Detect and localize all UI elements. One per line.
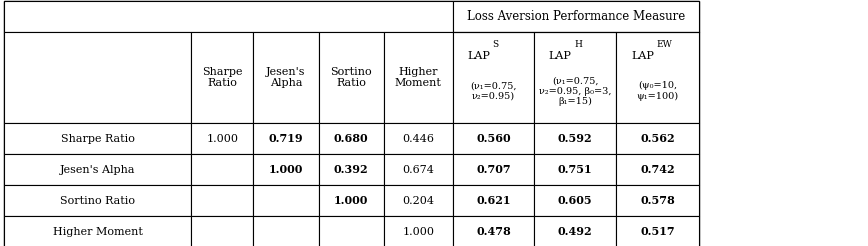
Bar bbox=[453, 216, 534, 246]
Text: 1.000: 1.000 bbox=[269, 164, 303, 175]
Bar bbox=[319, 185, 384, 216]
Bar bbox=[191, 123, 253, 154]
Text: Jesen's Alpha: Jesen's Alpha bbox=[60, 165, 135, 175]
Bar bbox=[191, 32, 253, 123]
Text: 0.446: 0.446 bbox=[403, 134, 434, 144]
Bar bbox=[384, 123, 453, 154]
Bar bbox=[253, 216, 319, 246]
Text: 0.517: 0.517 bbox=[641, 226, 674, 237]
Text: (ν₁=0.75,
ν₂=0.95, β₀=3,
β₁=15): (ν₁=0.75, ν₂=0.95, β₀=3, β₁=15) bbox=[539, 76, 611, 106]
Bar bbox=[4, 32, 191, 123]
Bar bbox=[319, 32, 384, 123]
Text: Sortino Ratio: Sortino Ratio bbox=[60, 196, 135, 206]
Bar bbox=[253, 123, 319, 154]
Text: LAP: LAP bbox=[631, 51, 654, 61]
Bar bbox=[4, 185, 191, 216]
Bar bbox=[4, 1, 699, 246]
Text: LAP: LAP bbox=[549, 51, 571, 61]
Bar bbox=[453, 185, 534, 216]
Text: Sharpe
Ratio: Sharpe Ratio bbox=[202, 67, 242, 88]
Text: Loss Aversion Performance Measure: Loss Aversion Performance Measure bbox=[467, 10, 685, 23]
Bar bbox=[616, 32, 699, 123]
Bar bbox=[319, 123, 384, 154]
Text: H: H bbox=[575, 40, 582, 49]
Bar bbox=[453, 123, 534, 154]
Text: Higher Moment: Higher Moment bbox=[53, 227, 142, 237]
Text: 0.674: 0.674 bbox=[403, 165, 434, 175]
Text: 0.478: 0.478 bbox=[476, 226, 511, 237]
Bar bbox=[384, 154, 453, 185]
Text: 0.751: 0.751 bbox=[558, 164, 592, 175]
Text: 1.000: 1.000 bbox=[334, 195, 368, 206]
Bar bbox=[4, 154, 191, 185]
Bar bbox=[191, 185, 253, 216]
Bar bbox=[534, 32, 616, 123]
Bar bbox=[253, 185, 319, 216]
Bar bbox=[453, 1, 699, 32]
Bar bbox=[384, 32, 453, 123]
Text: 0.719: 0.719 bbox=[269, 133, 303, 144]
Bar bbox=[534, 154, 616, 185]
Text: 0.707: 0.707 bbox=[477, 164, 510, 175]
Text: 0.562: 0.562 bbox=[641, 133, 674, 144]
Bar bbox=[384, 185, 453, 216]
Bar bbox=[534, 123, 616, 154]
Bar bbox=[453, 154, 534, 185]
Bar bbox=[534, 185, 616, 216]
Bar bbox=[616, 185, 699, 216]
Text: Jesen's
Alpha: Jesen's Alpha bbox=[266, 67, 306, 88]
Text: 0.560: 0.560 bbox=[477, 133, 510, 144]
Text: S: S bbox=[493, 40, 499, 49]
Bar bbox=[4, 216, 191, 246]
Bar bbox=[191, 154, 253, 185]
Bar bbox=[319, 154, 384, 185]
Bar bbox=[453, 32, 534, 123]
Text: (ψ₀=10,
ψ₁=100): (ψ₀=10, ψ₁=100) bbox=[636, 81, 679, 101]
Text: 0.680: 0.680 bbox=[334, 133, 368, 144]
Text: EW: EW bbox=[656, 40, 673, 49]
Text: LAP: LAP bbox=[467, 51, 490, 61]
Bar bbox=[616, 216, 699, 246]
Text: 0.592: 0.592 bbox=[558, 133, 592, 144]
Bar bbox=[534, 216, 616, 246]
Bar bbox=[616, 123, 699, 154]
Text: Sharpe Ratio: Sharpe Ratio bbox=[61, 134, 135, 144]
Text: 1.000: 1.000 bbox=[207, 134, 238, 144]
Text: 1.000: 1.000 bbox=[403, 227, 434, 237]
Text: 0.621: 0.621 bbox=[477, 195, 510, 206]
Bar bbox=[616, 154, 699, 185]
Bar bbox=[384, 216, 453, 246]
Bar bbox=[319, 216, 384, 246]
Text: 0.204: 0.204 bbox=[403, 196, 434, 206]
Bar bbox=[253, 32, 319, 123]
Text: 0.492: 0.492 bbox=[558, 226, 592, 237]
Text: 0.578: 0.578 bbox=[640, 195, 675, 206]
Text: (ν₁=0.75,
ν₂=0.95): (ν₁=0.75, ν₂=0.95) bbox=[470, 81, 516, 101]
Text: Sortino
Ratio: Sortino Ratio bbox=[331, 67, 372, 88]
Bar bbox=[4, 123, 191, 154]
Text: Higher
Moment: Higher Moment bbox=[395, 67, 442, 88]
Text: 0.742: 0.742 bbox=[641, 164, 674, 175]
Text: 0.605: 0.605 bbox=[558, 195, 592, 206]
Bar bbox=[4, 1, 453, 32]
Bar bbox=[253, 154, 319, 185]
Text: 0.392: 0.392 bbox=[334, 164, 368, 175]
Bar bbox=[191, 216, 253, 246]
